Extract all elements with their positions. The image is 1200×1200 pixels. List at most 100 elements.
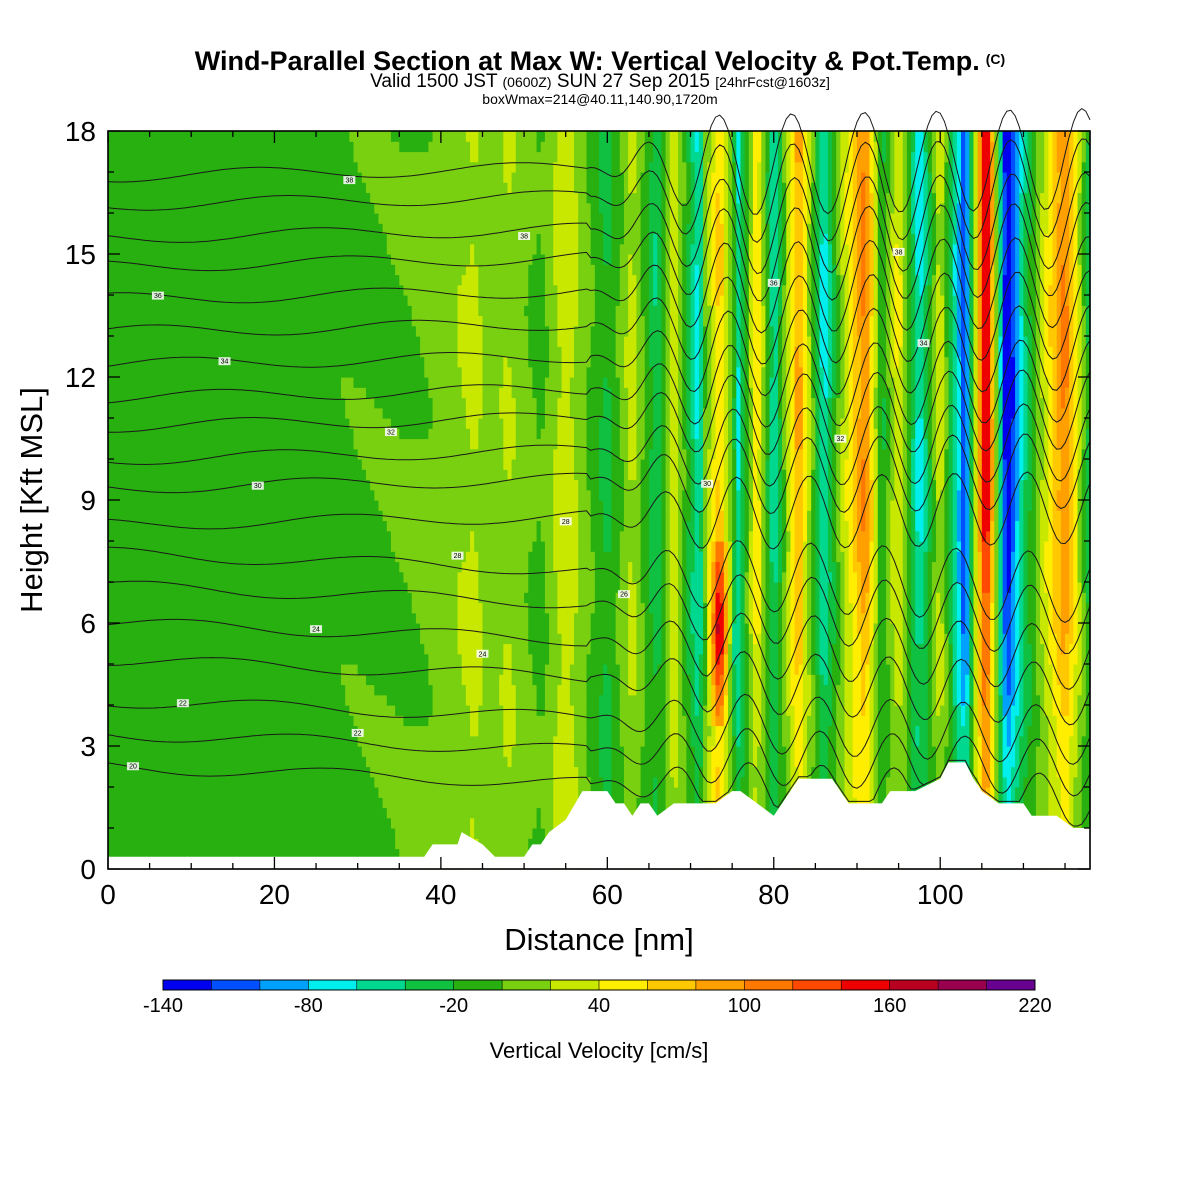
- w-cell: [286, 346, 292, 358]
- w-cell: [145, 151, 151, 163]
- w-cell: [365, 633, 371, 645]
- w-cell: [157, 295, 163, 306]
- w-cell: [320, 489, 325, 501]
- w-cell: [153, 612, 159, 624]
- w-cell: [336, 756, 342, 768]
- w-cell: [207, 397, 213, 409]
- w-cell: [228, 346, 234, 358]
- w-cell: [349, 448, 355, 460]
- w-cell: [108, 243, 113, 255]
- w-cell: [120, 746, 126, 757]
- w-cell: [320, 274, 325, 286]
- w-cell: [336, 141, 342, 153]
- w-cell: [128, 694, 134, 706]
- w-cell: [266, 643, 271, 655]
- w-cell: [316, 223, 321, 235]
- w-cell: [224, 131, 230, 142]
- w-cell: [282, 530, 288, 542]
- w-cell: [141, 530, 147, 542]
- w-cell: [336, 428, 342, 440]
- w-cell: [295, 664, 301, 675]
- w-cell: [228, 674, 234, 686]
- w-cell: [245, 223, 251, 235]
- w-cell: [195, 510, 201, 522]
- w-cell: [278, 418, 284, 429]
- w-cell: [266, 315, 271, 327]
- w-cell: [278, 407, 284, 419]
- w-cell: [278, 520, 284, 532]
- w-cell: [257, 828, 263, 839]
- w-cell: [224, 725, 230, 737]
- w-cell: [108, 684, 113, 696]
- w-cell: [128, 817, 134, 829]
- w-cell: [257, 182, 263, 194]
- w-cell: [365, 715, 371, 727]
- w-cell: [132, 694, 138, 706]
- w-cell: [145, 848, 151, 860]
- w-cell: [382, 797, 388, 809]
- w-cell: [361, 233, 367, 245]
- w-cell: [141, 510, 147, 522]
- w-cell: [378, 233, 384, 245]
- w-cell: [216, 489, 221, 501]
- w-cell: [207, 602, 213, 614]
- w-cell: [124, 387, 130, 399]
- w-cell: [220, 141, 226, 153]
- w-cell: [141, 428, 147, 440]
- w-cell: [336, 172, 342, 183]
- w-cell: [291, 797, 296, 809]
- w-cell: [353, 131, 359, 142]
- w-cell: [386, 766, 392, 778]
- w-cell: [324, 233, 330, 245]
- w-cell: [365, 725, 371, 737]
- w-cell: [361, 602, 367, 614]
- w-cell: [320, 356, 325, 368]
- w-cell: [278, 838, 284, 850]
- w-cell: [378, 336, 384, 347]
- w-cell: [253, 274, 259, 286]
- w-cell: [361, 366, 367, 378]
- w-cell: [216, 787, 221, 798]
- w-cell: [178, 500, 184, 511]
- w-cell: [116, 807, 122, 819]
- w-cell: [328, 315, 334, 327]
- w-cell: [149, 787, 155, 798]
- w-cell: [187, 561, 192, 573]
- w-cell: [153, 418, 159, 429]
- w-cell: [261, 141, 267, 153]
- w-cell: [182, 448, 188, 460]
- w-cell: [116, 448, 122, 460]
- w-cell: [336, 418, 342, 429]
- w-cell: [291, 571, 296, 583]
- w-cell: [166, 284, 172, 296]
- w-cell: [195, 141, 201, 153]
- w-cell: [291, 315, 296, 327]
- w-cell: [361, 664, 367, 675]
- w-cell: [120, 756, 126, 768]
- w-cell: [357, 377, 363, 388]
- w-cell: [332, 274, 338, 286]
- w-cell: [166, 438, 172, 450]
- w-cell: [270, 377, 276, 388]
- w-cell: [316, 315, 321, 327]
- w-cell: [187, 428, 192, 440]
- w-cell: [390, 264, 396, 276]
- w-cell: [191, 715, 196, 727]
- w-cell: [361, 356, 367, 368]
- w-cell: [336, 664, 342, 675]
- w-cell: [328, 325, 334, 337]
- w-cell: [303, 787, 309, 798]
- w-cell: [311, 684, 317, 696]
- w-cell: [174, 633, 180, 645]
- w-cell: [153, 551, 159, 563]
- w-cell: [116, 602, 122, 614]
- w-cell: [266, 397, 271, 409]
- w-cell: [157, 438, 163, 450]
- w-cell: [257, 387, 263, 399]
- w-cell: [120, 336, 126, 347]
- w-cell: [236, 161, 242, 173]
- w-cell: [278, 274, 284, 286]
- w-cell: [245, 633, 251, 645]
- w-cell: [141, 756, 147, 768]
